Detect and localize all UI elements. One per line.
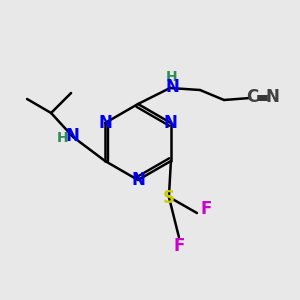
Text: N: N (65, 127, 79, 145)
Text: N: N (131, 171, 145, 189)
Text: N: N (98, 114, 112, 132)
Text: H: H (56, 131, 68, 145)
Text: N: N (164, 114, 178, 132)
Text: C: C (246, 88, 258, 106)
Text: N: N (265, 88, 279, 106)
Text: F: F (173, 237, 184, 255)
Text: H: H (166, 70, 178, 84)
Text: N: N (165, 78, 179, 96)
Text: F: F (200, 200, 212, 218)
Text: S: S (163, 189, 175, 207)
